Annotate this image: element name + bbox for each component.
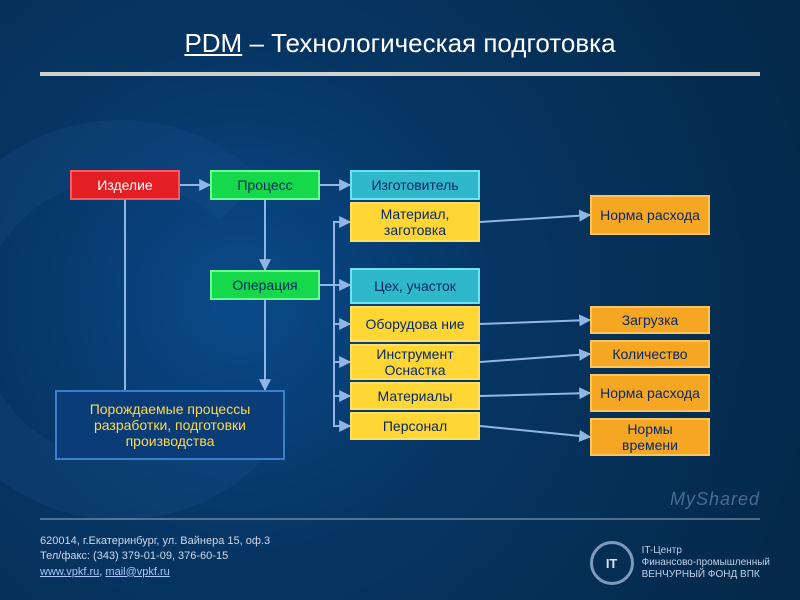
node-kolvo: Количество [590, 340, 710, 368]
node-material: Материал, заготовка [350, 202, 480, 242]
node-instrum: Инструмент Оснастка [350, 344, 480, 380]
footer-link-site[interactable]: www.vpkf.ru [40, 566, 99, 578]
node-normy: Нормы времени [590, 418, 710, 456]
title-prefix: PDM [184, 28, 242, 58]
connector [334, 285, 350, 324]
connector [480, 215, 590, 222]
node-norma1: Норма расхода [590, 195, 710, 235]
node-norma2: Норма расхода [590, 374, 710, 412]
logo-text: IT-Центр Финансово-промышленный ВЕНЧУРНЫ… [642, 545, 770, 581]
node-porozh: Порождаемые процессы разработки, подгото… [55, 390, 285, 460]
logo-area: IT IT-Центр Финансово-промышленный ВЕНЧУ… [590, 541, 770, 585]
logo-line1: IT-Центр [642, 545, 770, 557]
connector [334, 222, 350, 285]
footer: 620014, г.Екатеринбург, ул. Вайнера 15, … [40, 534, 270, 580]
node-izgotov: Изготовитель [350, 170, 480, 200]
node-personal: Персонал [350, 412, 480, 440]
watermark: MyShared [670, 489, 760, 510]
node-ceh: Цех, участок [350, 268, 480, 304]
page-title: PDM – Технологическая подготовка [0, 28, 800, 59]
logo-line3: ВЕНЧУРНЫЙ ФОНД ВПК [642, 569, 770, 581]
connector [334, 285, 350, 396]
connector [480, 426, 590, 437]
logo-line2: Финансово-промышленный [642, 557, 770, 569]
node-izdelie: Изделие [70, 170, 180, 200]
node-zagruzka: Загрузка [590, 306, 710, 334]
connector [480, 393, 590, 396]
diagram-area: Изделие Процесс ИзготовительМатериал, заго… [0, 100, 800, 520]
node-operation: Операция [210, 270, 320, 300]
connector [480, 320, 590, 324]
node-materialy: Материалы [350, 382, 480, 410]
title-rest: – Технологическая подготовка [242, 28, 615, 58]
footer-phone: Тел/факс: (343) 379-01-09, 376-60-15 [40, 549, 270, 564]
footer-links: www.vpkf.ru, mail@vpkf.ru [40, 565, 270, 580]
footer-address: 620014, г.Екатеринбург, ул. Вайнера 15, … [40, 534, 270, 549]
title-divider [40, 72, 760, 76]
footer-link-mail[interactable]: mail@vpkf.ru [105, 566, 169, 578]
logo-badge: IT [590, 541, 634, 585]
connector [480, 354, 590, 362]
node-process: Процесс [210, 170, 320, 200]
node-oborud: Оборудова ние [350, 306, 480, 342]
connector [334, 285, 350, 426]
footer-divider [40, 518, 760, 520]
